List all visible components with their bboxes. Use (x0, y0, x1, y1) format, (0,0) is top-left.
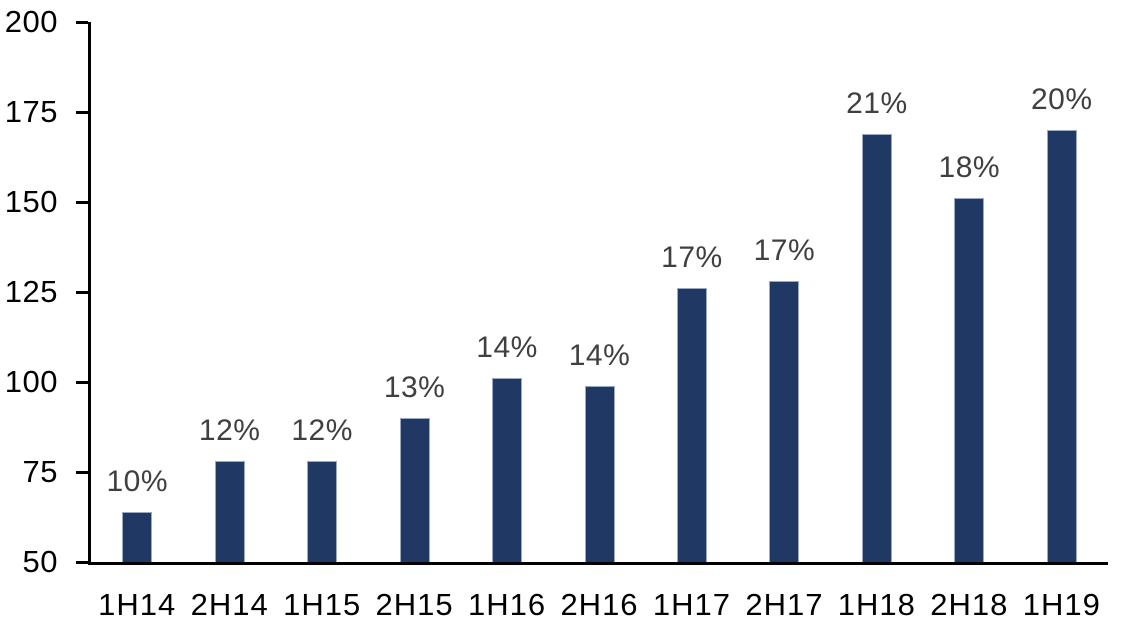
x-axis-tick-label: 1H18 (837, 587, 916, 622)
y-axis-tick-label: 125 (4, 274, 58, 309)
x-axis-tick-label: 2H15 (375, 587, 454, 622)
bar-2H14 (214, 461, 245, 562)
bar-data-label: 12% (291, 414, 353, 448)
bar-data-label: 17% (661, 241, 723, 275)
bar-data-label: 14% (476, 331, 538, 365)
bar-1H15 (307, 461, 338, 562)
bar-1H16 (492, 378, 523, 562)
y-axis-tick-mark (76, 471, 88, 474)
y-axis-tick-label: 150 (4, 184, 58, 219)
y-axis-tick-label: 175 (4, 94, 58, 129)
bar-data-label: 18% (938, 151, 1001, 185)
bar-data-label: 17% (753, 234, 816, 268)
y-axis-tick-mark (76, 381, 88, 384)
x-axis-tick-label: 2H17 (745, 587, 824, 622)
y-axis-tick-label: 100 (4, 364, 58, 399)
x-axis-tick-label: 1H15 (283, 587, 362, 622)
bar-1H18 (861, 133, 892, 562)
bar-data-label: 14% (568, 338, 631, 372)
bar-2H18 (954, 198, 985, 562)
y-axis-tick-label: 50 (22, 544, 58, 579)
x-axis-tick-label: 1H17 (652, 587, 731, 622)
bar-1H14 (122, 511, 153, 562)
x-axis-tick-label: 2H16 (560, 587, 639, 622)
y-axis-tick-mark (76, 291, 88, 294)
plot-area: 10% 12% 12% 13% 14% 14% 17% 17% 21% 18% 20% (88, 22, 1108, 565)
bar-2H17 (769, 281, 800, 562)
x-axis-tick-label: 1H16 (467, 587, 547, 622)
x-axis-tick-label: 1H14 (98, 587, 177, 622)
y-axis-tick-mark (76, 201, 88, 204)
bar-1H17 (676, 288, 707, 562)
bar-data-label: 20% (1030, 83, 1093, 116)
x-axis-tick-label: 1H19 (1022, 587, 1101, 622)
x-axis-tick-label: 2H14 (190, 587, 269, 622)
y-axis-tick-mark (76, 561, 88, 564)
bar-data-label: 21% (846, 86, 908, 120)
y-axis-tick-label: 200 (4, 4, 58, 39)
y-axis-tick-mark (76, 111, 88, 114)
bar-data-label: 10% (106, 464, 168, 498)
x-axis-tick-label: 2H18 (930, 587, 1009, 622)
bar-1H19 (1046, 130, 1077, 562)
bar-data-label: 13% (383, 371, 446, 404)
y-axis-tick-label: 75 (22, 454, 58, 489)
bar-2H16 (584, 385, 615, 562)
bar-data-label: 12% (198, 414, 261, 448)
bar-2H15 (399, 418, 430, 562)
y-axis-tick-mark (76, 21, 88, 24)
